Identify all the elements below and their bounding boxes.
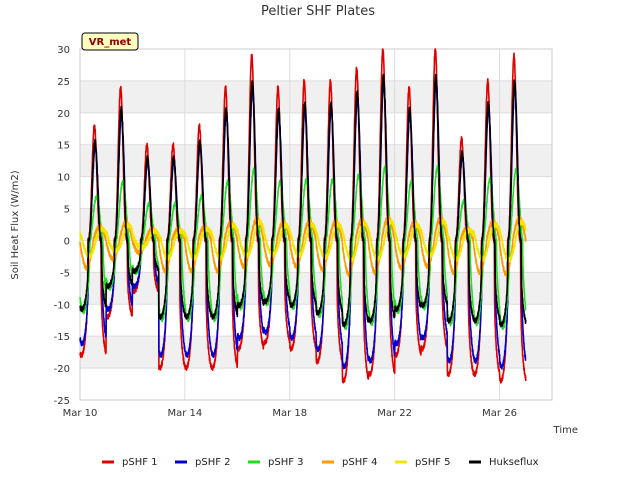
legend-label: pSHF 4 bbox=[342, 457, 378, 468]
legend-label: pSHF 3 bbox=[268, 457, 304, 468]
y-tick-label: 5 bbox=[64, 205, 70, 216]
legend-label: Hukseflux bbox=[489, 457, 539, 468]
x-axis: Mar 10 Mar 14 Mar 18 Mar 22 Mar 26 bbox=[63, 408, 517, 419]
series-line-pshf-3 bbox=[79, 164, 527, 331]
x-tick-label: Mar 26 bbox=[482, 408, 517, 419]
series-lines bbox=[79, 48, 527, 384]
band bbox=[80, 144, 552, 177]
legend: pSHF 1 pSHF 2 pSHF 3 pSHF 4 pSHF 5 Hukseflux bbox=[102, 457, 539, 468]
x-tick-label: Mar 22 bbox=[377, 408, 412, 419]
y-tick-label: 15 bbox=[57, 141, 70, 152]
series-line-pshf-5 bbox=[79, 218, 527, 263]
y-tick-label: -20 bbox=[54, 364, 70, 375]
legend-label: pSHF 1 bbox=[122, 457, 158, 468]
x-tick-label: Mar 10 bbox=[63, 408, 98, 419]
x-tick-label: Mar 14 bbox=[167, 408, 202, 419]
chart-title: Peltier SHF Plates bbox=[261, 4, 375, 19]
y-tick-label: -15 bbox=[54, 332, 70, 343]
band bbox=[80, 80, 552, 113]
legend-label: pSHF 5 bbox=[415, 457, 451, 468]
series-line-hukseflux bbox=[79, 73, 527, 328]
x-tick-label: Mar 18 bbox=[272, 408, 307, 419]
legend-label: pSHF 2 bbox=[195, 457, 231, 468]
y-tick-label: -25 bbox=[54, 396, 70, 407]
y-tick-label: 30 bbox=[57, 45, 70, 56]
y-tick-label: -5 bbox=[60, 268, 70, 279]
y-tick-label: -10 bbox=[54, 300, 70, 311]
y-tick-label: 25 bbox=[57, 77, 70, 88]
badge-label: VR_met bbox=[89, 37, 132, 48]
y-tick-label: 10 bbox=[57, 173, 70, 184]
series-line-pshf-1 bbox=[79, 48, 527, 384]
plot-frame bbox=[79, 48, 553, 401]
x-axis-label: Time bbox=[553, 425, 578, 436]
vr-met-badge: VR_met bbox=[81, 32, 139, 51]
y-tick-label: 0 bbox=[64, 236, 70, 247]
y-axis-label: Soil Heat Flux (W/m2) bbox=[10, 170, 21, 279]
y-tick-label: 20 bbox=[57, 109, 70, 120]
y-axis: -25 -20 -15 -10 -5 0 5 10 15 20 25 30 bbox=[54, 45, 70, 407]
